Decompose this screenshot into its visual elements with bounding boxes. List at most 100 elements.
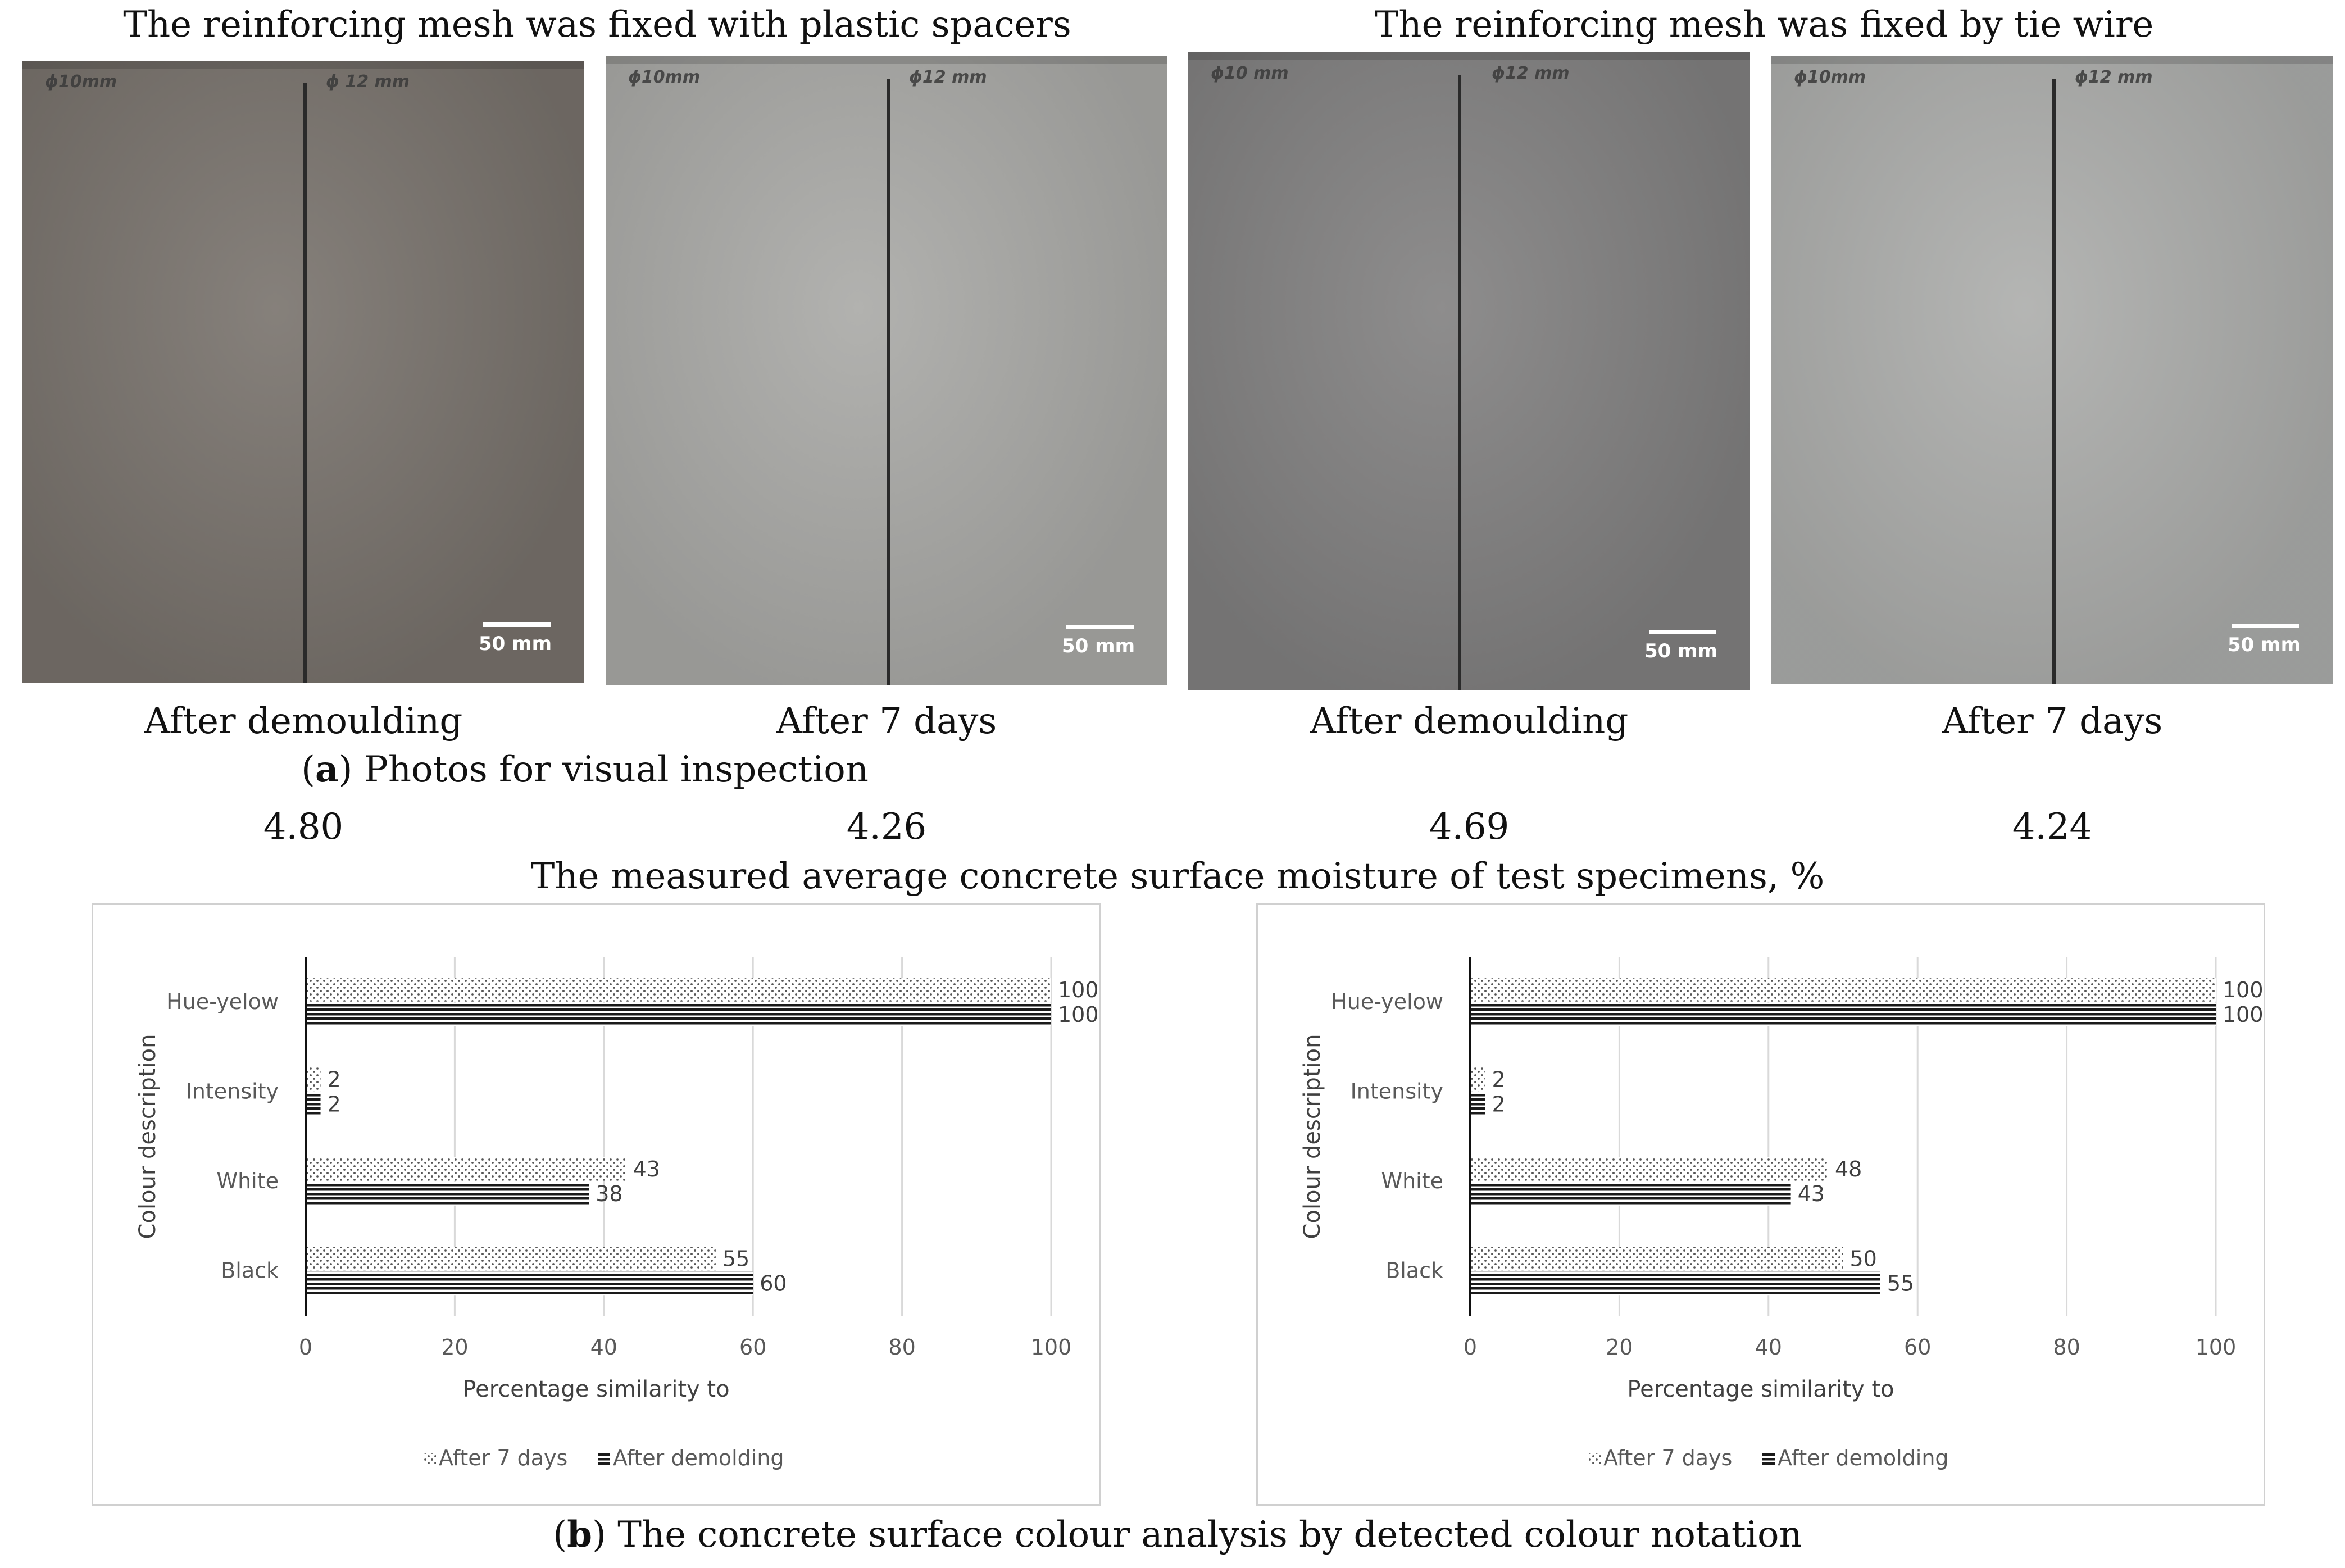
x-axis-title: Percentage similarity to (1627, 1376, 1894, 1402)
bar-value-label: 43 (633, 1157, 660, 1181)
scale-bar-label: 50 mm (1062, 635, 1135, 657)
slab-edge (606, 56, 1167, 64)
x-tick-label: 20 (441, 1335, 468, 1360)
moisture-value: 4.26 (846, 806, 927, 848)
x-axis-title: Percentage similarity to (462, 1376, 729, 1402)
bar-value-label: 43 (1798, 1181, 1825, 1206)
divider-line (1458, 75, 1461, 690)
legend-label: After 7 days (1603, 1446, 1732, 1470)
x-tick-label: 0 (1464, 1335, 1477, 1360)
y-axis-title: Colour description (1299, 1034, 1325, 1239)
legend-label: After 7 days (439, 1446, 567, 1470)
bar-after-demolding (1470, 1002, 2216, 1026)
bar-after-demolding (306, 1002, 1051, 1026)
x-tick-label: 0 (299, 1335, 312, 1360)
specimen-photo: ϕ10mm ϕ12 mm 50 mm (606, 56, 1167, 685)
group-title-plastic-spacers: The reinforcing mesh was fixed with plas… (123, 4, 1071, 46)
legend-swatch (424, 1453, 436, 1465)
scale-bar-label: 50 mm (1644, 640, 1718, 662)
scale-bar (2232, 624, 2299, 628)
x-tick-label: 60 (739, 1335, 766, 1360)
x-tick-label: 40 (1755, 1335, 1782, 1360)
bar-value-label: 2 (328, 1067, 341, 1092)
bar-after-demolding (306, 1271, 753, 1296)
x-tick-label: 20 (1606, 1335, 1633, 1360)
panel-b-letter: b (567, 1514, 592, 1556)
scale-bar (483, 622, 551, 627)
bar-after-demolding (306, 1092, 321, 1116)
category-label: Intensity (186, 1079, 279, 1103)
x-tick-label: 80 (888, 1335, 915, 1360)
moisture-label: The measured average concrete surface mo… (530, 856, 1825, 897)
bar-after-7-days (306, 1067, 321, 1092)
panel-b-caption-text: The concrete surface colour analysis by … (617, 1514, 1802, 1556)
scale-bar (1649, 630, 1716, 634)
bar-diameter-mark-left: ϕ10mm (1794, 67, 1866, 87)
photo-caption: After demoulding (144, 701, 463, 742)
concrete-surface (1188, 52, 1750, 690)
category-label: White (1381, 1169, 1444, 1193)
legend-label: After demolding (613, 1446, 784, 1470)
category-label: Black (1385, 1258, 1443, 1283)
moisture-value: 4.80 (263, 806, 344, 848)
category-label: Intensity (1351, 1079, 1443, 1103)
bar-value-label: 2 (1492, 1067, 1506, 1092)
bar-diameter-mark-left: ϕ10 mm (1211, 63, 1289, 83)
bar-diameter-mark-right: ϕ 12 mm (326, 72, 410, 92)
bar-after-7-days (1470, 1247, 1843, 1271)
bar-value-label: 48 (1835, 1157, 1862, 1181)
bar-diameter-mark-right: ϕ12 mm (1492, 63, 1570, 83)
slab-edge (1771, 56, 2333, 64)
bar-diameter-mark-left: ϕ10mm (628, 67, 701, 87)
moisture-value: 4.24 (2012, 806, 2093, 848)
bar-value-label: 100 (2223, 978, 2264, 1002)
legend-label: After demolding (1778, 1446, 1949, 1470)
legend: After 7 days After demolding (424, 1446, 784, 1470)
bar-value-label: 60 (760, 1271, 787, 1296)
legend-swatch (1762, 1453, 1775, 1465)
specimen-photo: ϕ10mm ϕ 12 mm 50 mm (22, 61, 584, 683)
x-tick-label: 100 (1031, 1335, 1072, 1360)
legend-swatch (1588, 1453, 1601, 1465)
bar-after-7-days (1470, 1067, 1485, 1092)
category-label: White (217, 1169, 279, 1193)
bar-after-7-days (1470, 1157, 1828, 1181)
specimen-photo: ϕ10 mm ϕ12 mm 50 mm (1188, 52, 1750, 690)
slab-edge (22, 61, 584, 69)
panel-b-caption: (b) The concrete surface colour analysis… (553, 1514, 1802, 1556)
bar-value-label: 100 (1058, 978, 1099, 1002)
bar-value-label: 2 (328, 1092, 341, 1116)
bar-after-7-days (306, 978, 1051, 1002)
bar-diameter-mark-left: ϕ10mm (45, 72, 117, 92)
photo-caption: After demoulding (1310, 701, 1629, 742)
bar-value-label: 55 (1887, 1271, 1914, 1296)
photo-caption: After 7 days (1942, 701, 2163, 742)
divider-line (303, 83, 307, 683)
y-axis-title: Colour description (135, 1034, 161, 1239)
photo-caption: After 7 days (776, 701, 997, 742)
divider-line (2052, 79, 2056, 684)
moisture-value: 4.69 (1429, 806, 1510, 848)
bar-value-label: 55 (722, 1246, 749, 1271)
category-label: Black (221, 1258, 279, 1283)
category-label: Hue-yelow (166, 989, 279, 1014)
bar-after-7-days (1470, 978, 2216, 1002)
divider-line (887, 79, 890, 685)
x-tick-label: 60 (1904, 1335, 1931, 1360)
legend-swatch (598, 1453, 610, 1465)
group-title-tie-wire: The reinforcing mesh was fixed by tie wi… (1374, 4, 2154, 46)
panel-a-caption-text: Photos for visual inspection (363, 749, 869, 790)
bar-diameter-mark-right: ϕ12 mm (2075, 67, 2153, 87)
legend: After 7 days After demolding (1588, 1446, 1949, 1470)
bar-diameter-mark-right: ϕ12 mm (909, 67, 987, 87)
x-tick-label: 80 (2053, 1335, 2080, 1360)
bar-value-label: 100 (1058, 1002, 1099, 1027)
chart-frame-left: 0 20 40 60 80 100 Hue-yelow 100 100 Intensity 2 2 Wh… (92, 903, 1101, 1506)
scale-bar (1066, 625, 1134, 629)
bar-after-demolding (1470, 1092, 1485, 1116)
bar-value-label: 50 (1850, 1246, 1877, 1271)
bar-after-demolding (306, 1181, 589, 1206)
bar-after-7-days (306, 1247, 716, 1271)
